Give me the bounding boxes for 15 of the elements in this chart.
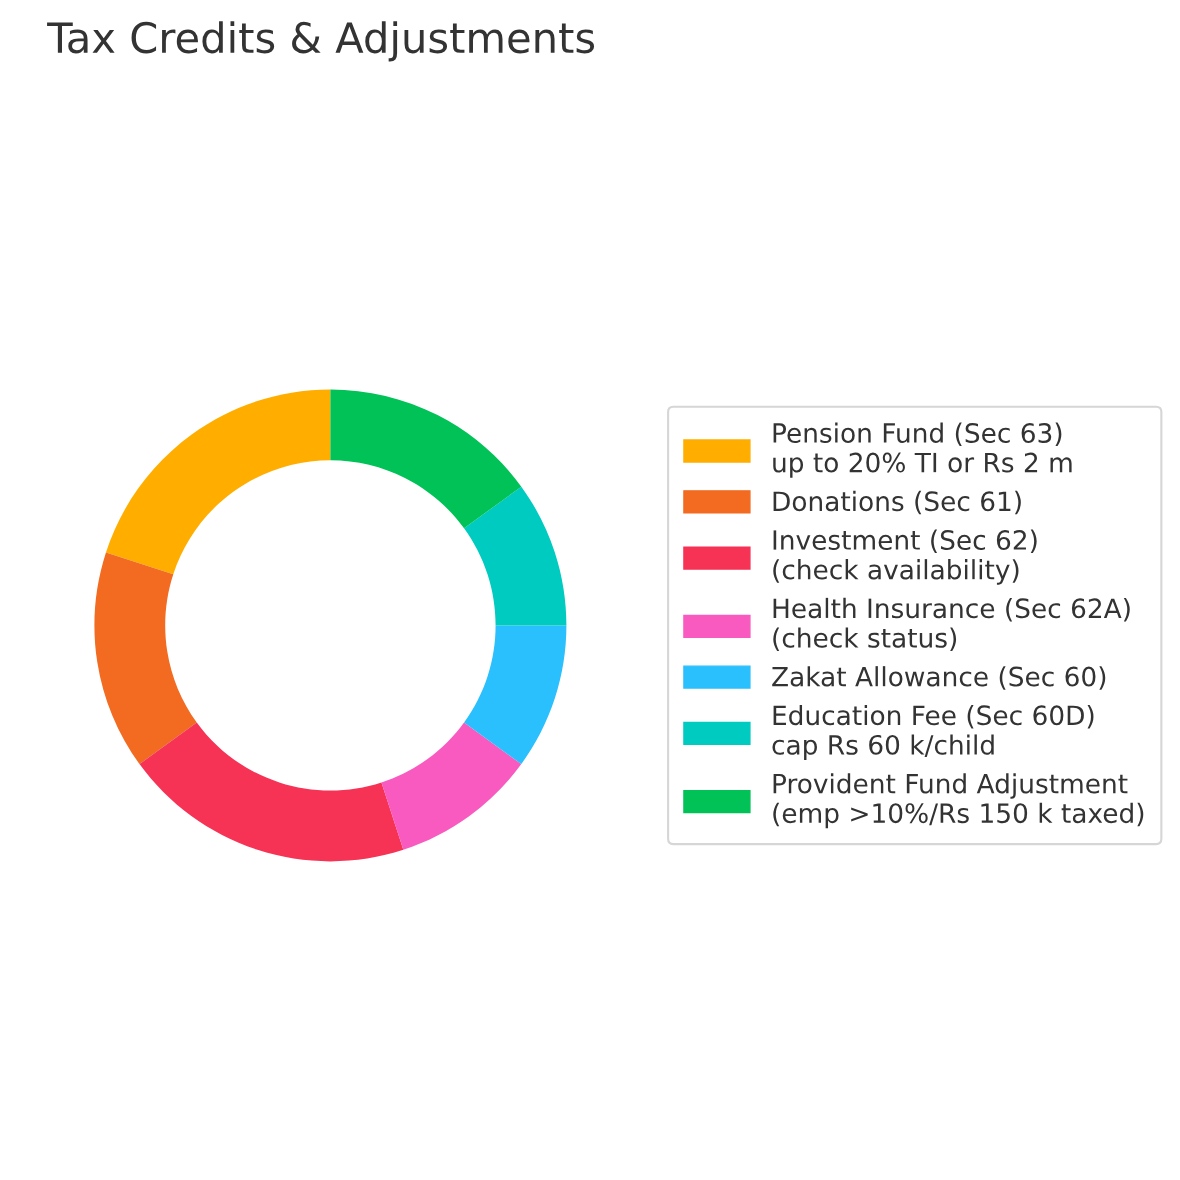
legend-label: Zakat Allowance (Sec 60) <box>772 666 1106 690</box>
legend-label: Education Fee (Sec 60D) cap Rs 60 k/child <box>772 704 1094 760</box>
legend-label: Health Insurance (Sec 62A) (check status) <box>773 597 1130 651</box>
legend-label: Donations (Sec 61) <box>773 490 1021 515</box>
chart-title: Tax Credits & Adjustments <box>47 21 595 62</box>
donut-slice <box>464 625 567 765</box>
legend-label: Provident Fund Adjustment (emp >10%/Rs 150 k taxed) <box>773 773 1144 829</box>
donut-slice <box>139 722 404 862</box>
donut-slice <box>330 389 522 529</box>
donut-slice <box>105 389 331 575</box>
donut-slice <box>464 486 567 626</box>
donut-slice <box>94 552 197 765</box>
donut-slice <box>381 722 522 850</box>
legend-label: Pension Fund (Sec 63) up to 20% TI or Rs 2 m <box>773 422 1072 478</box>
legend-label: Investment (Sec 62) (check availability) <box>773 529 1037 585</box>
